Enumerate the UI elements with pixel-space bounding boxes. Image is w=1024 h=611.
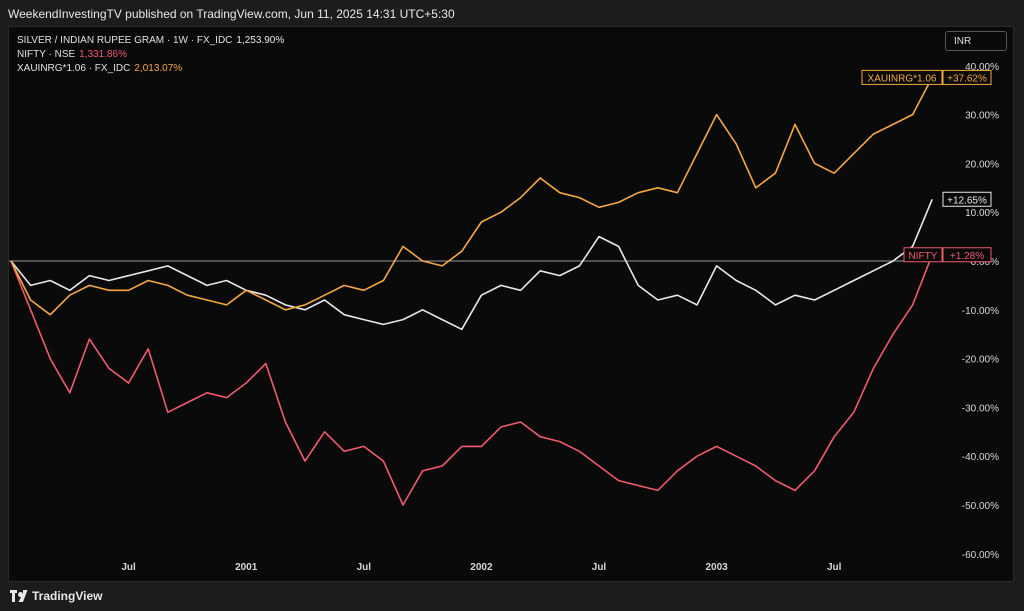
- legend-silver[interactable]: SILVER / INDIAN RUPEE GRAM · 1W · FX_IDC…: [17, 35, 284, 46]
- x-tick-label: Jul: [827, 562, 842, 573]
- y-tick-label: -20.00%: [962, 355, 999, 366]
- nifty-value-tag-box: [942, 247, 992, 263]
- y-tick-label: 40.00%: [965, 62, 999, 73]
- silver-value-tag: +12.65%: [947, 195, 987, 206]
- legend-gold-value: 2,013.07%: [134, 63, 183, 74]
- legend-nifty[interactable]: NIFTY · NSE 1,331.86%: [17, 49, 127, 60]
- footer-brand-label: TradingView: [32, 589, 103, 603]
- legend-nifty-label: NIFTY · NSE: [17, 49, 76, 60]
- gold-value-tag: +37.62%: [947, 73, 987, 84]
- footer-brand[interactable]: TradingView: [10, 586, 102, 606]
- legend-gold[interactable]: XAUINRG*1.06 · FX_IDC 2,013.07%: [17, 63, 182, 74]
- x-tick-label: 2001: [235, 562, 258, 573]
- line-chart[interactable]: 40.00% 30.00% 20.00% 10.00% 0.00% -10.00% -20.…: [9, 27, 1013, 581]
- legend-silver-value: 1,253.90%: [236, 35, 285, 46]
- x-tick-label: Jul: [357, 562, 372, 573]
- y-tick-label: 30.00%: [965, 111, 999, 122]
- y-tick-label: 0.00%: [971, 257, 999, 268]
- gold-name-tag-box: [861, 69, 943, 85]
- tradingview-logo-icon: [10, 590, 28, 602]
- legend-gold-label: XAUINRG*1.06 · FX_IDC: [17, 63, 131, 74]
- silver-value-tag-box: [942, 191, 992, 207]
- series-line-gold[interactable]: [10, 77, 933, 316]
- legend-nifty-value: 1,331.86%: [79, 49, 127, 60]
- x-tick-label: 2002: [470, 562, 493, 573]
- y-tick-label: -40.00%: [962, 452, 999, 463]
- x-tick-label: Jul: [121, 562, 136, 573]
- y-tick-label: -30.00%: [962, 403, 999, 414]
- nifty-name-tag-box: [903, 247, 943, 263]
- series-line-nifty[interactable]: [10, 254, 933, 506]
- y-tick-label: -10.00%: [962, 306, 999, 317]
- y-tick-label: 20.00%: [965, 159, 999, 170]
- gold-value-tag-box: [942, 69, 992, 85]
- y-tick-label: 10.00%: [965, 208, 999, 219]
- published-header: WeekendInvestingTV published on TradingV…: [8, 7, 455, 21]
- y-tick-label: -60.00%: [962, 550, 999, 561]
- series-line-silver[interactable]: [10, 198, 933, 331]
- nifty-name-tag: NIFTY: [909, 251, 938, 262]
- nifty-value-tag: +1.28%: [950, 251, 984, 262]
- currency-button[interactable]: INR: [945, 31, 1007, 51]
- gold-name-tag: XAUINRG*1.06: [868, 73, 937, 84]
- chart-frame[interactable]: 40.00% 30.00% 20.00% 10.00% 0.00% -10.00% -20.…: [8, 26, 1014, 582]
- x-tick-label: 2003: [705, 562, 728, 573]
- x-tick-label: Jul: [592, 562, 607, 573]
- legend-silver-label: SILVER / INDIAN RUPEE GRAM · 1W · FX_IDC: [17, 35, 233, 46]
- y-tick-label: -50.00%: [962, 501, 999, 512]
